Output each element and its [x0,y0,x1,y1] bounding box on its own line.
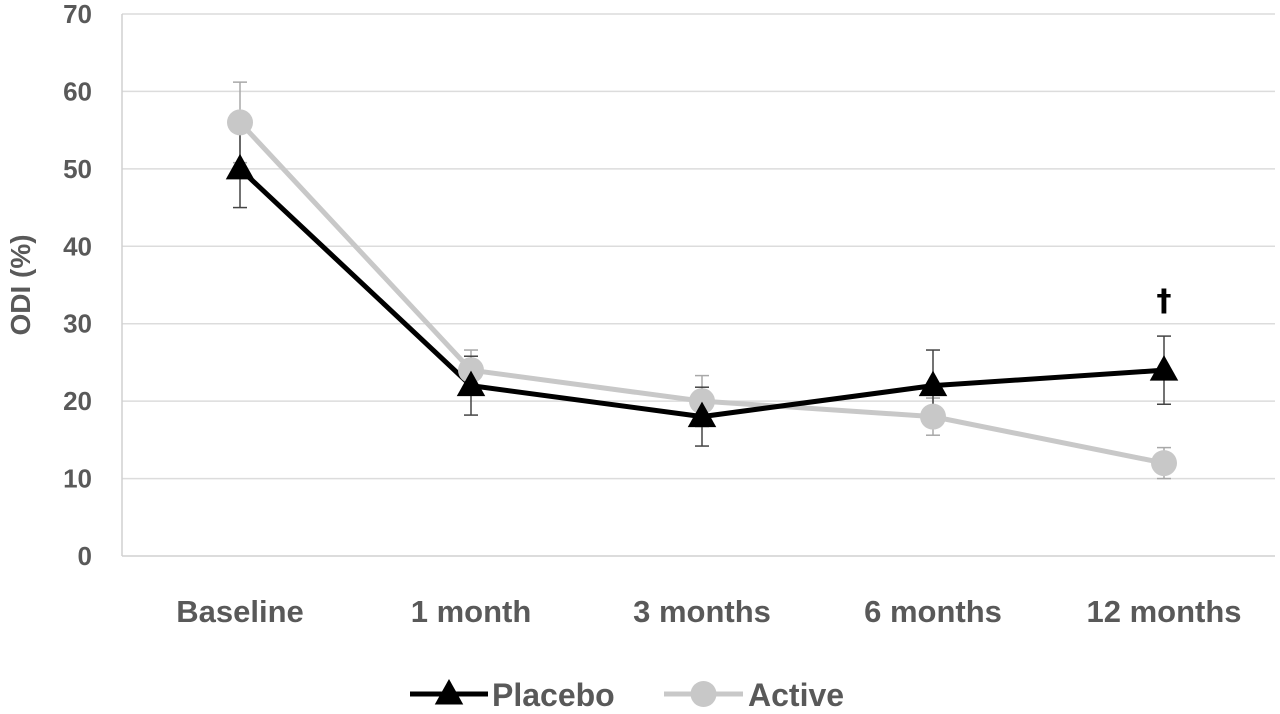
y-tick-label: 40 [63,231,92,261]
y-tick-label: 0 [78,541,92,571]
legend-label-active: Active [748,677,844,713]
gridlines [121,13,1275,557]
marker-placebo [456,370,486,397]
y-tick-label: 70 [63,0,92,29]
series-markers [225,109,1179,477]
y-tick-label: 30 [63,309,92,339]
x-tick-label: Baseline [176,594,304,629]
legend-marker-active [690,681,717,707]
x-tick-label: 12 months [1086,594,1241,629]
y-tick-label: 20 [63,386,92,416]
significance-marker: † [1157,283,1172,318]
legend-marker-placebo [434,679,464,705]
marker-active [1151,450,1177,477]
x-tick-label: 6 months [864,594,1002,629]
y-axis-title: ODI (%) [5,234,36,335]
legend: Placebo Active [410,677,844,713]
marker-placebo [687,401,717,428]
marker-placebo [1149,355,1179,381]
marker-active [227,109,253,136]
y-tick-labels: 0 10 20 30 40 50 60 70 [63,0,92,571]
x-tick-label: 3 months [633,594,771,629]
annotations: † [1157,283,1172,318]
y-tick-label: 10 [63,464,92,494]
marker-active [920,403,946,430]
x-tick-labels: Baseline 1 month 3 months 6 months 12 months [176,594,1241,629]
y-tick-label: 60 [63,76,92,106]
marker-active [458,357,484,384]
x-tick-label: 1 month [411,594,532,629]
legend-label-placebo: Placebo [492,677,615,713]
y-tick-label: 50 [63,154,92,184]
marker-placebo [918,370,948,397]
marker-placebo [225,153,255,180]
marker-active [689,388,715,415]
